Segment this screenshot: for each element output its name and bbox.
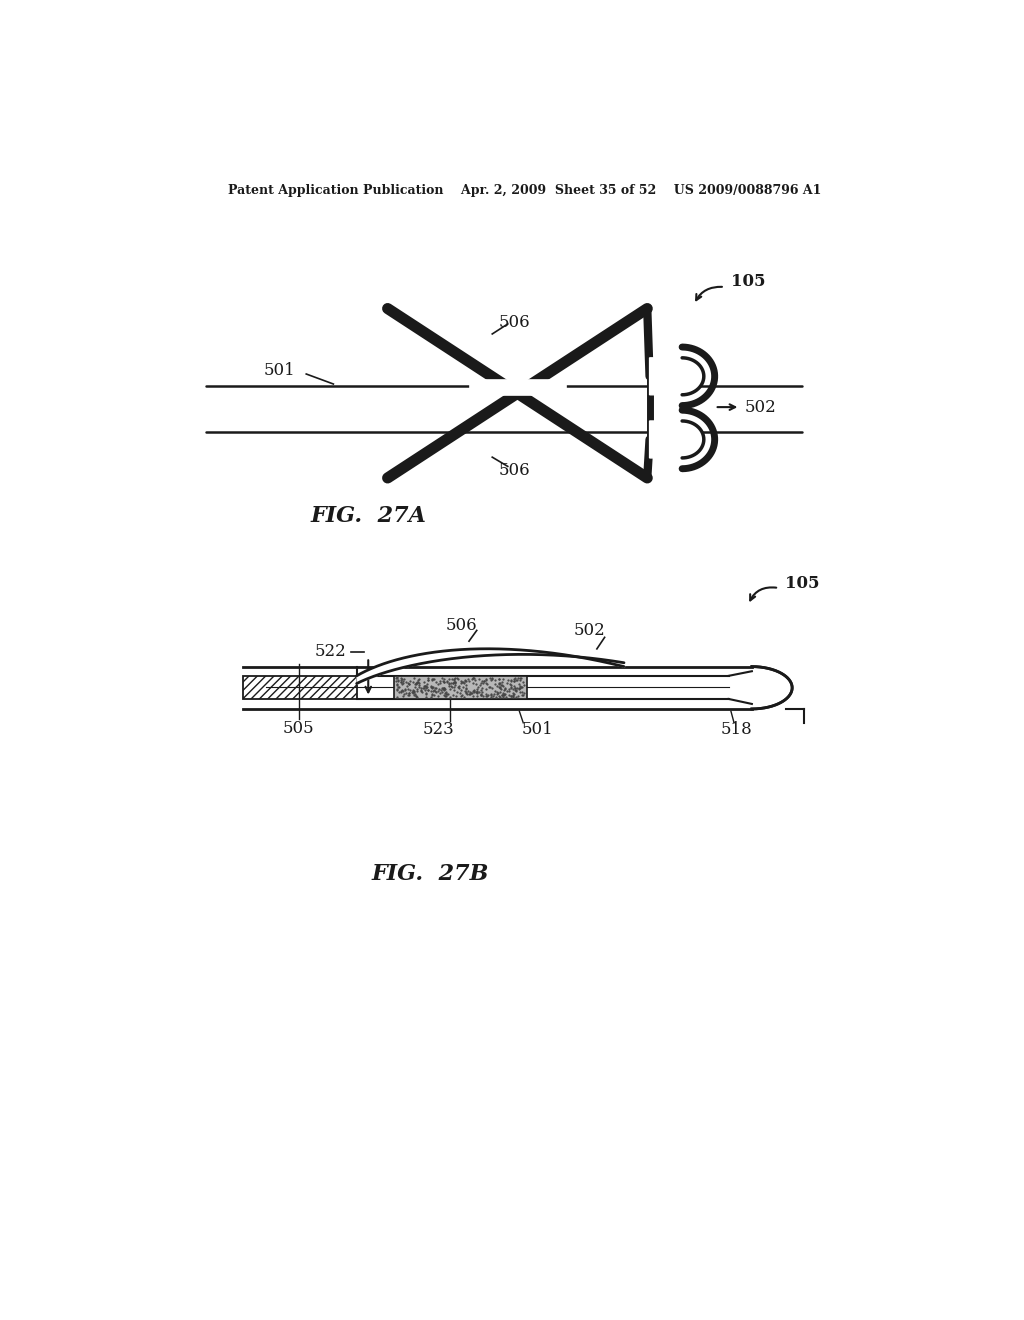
Polygon shape [649,358,703,395]
Text: 523: 523 [422,721,454,738]
Bar [394,676,527,700]
Bar [356,667,752,709]
Text: 522: 522 [314,643,346,660]
Text: 505: 505 [283,719,314,737]
Text: 105: 105 [731,273,766,290]
Text: 502: 502 [573,622,605,639]
Text: 105: 105 [785,576,819,591]
Polygon shape [649,421,703,458]
Text: 518: 518 [721,721,753,738]
Text: 501: 501 [521,721,553,738]
Text: Patent Application Publication    Apr. 2, 2009  Sheet 35 of 52    US 2009/008879: Patent Application Publication Apr. 2, 2… [228,185,821,197]
Text: 506: 506 [445,616,477,634]
Text: FIG.  27A: FIG. 27A [310,506,426,528]
Bar [356,676,752,700]
Text: 502: 502 [744,399,776,416]
Bar [243,676,356,700]
Text: 506: 506 [499,314,530,331]
Text: 501: 501 [263,362,295,379]
Text: 506: 506 [499,462,530,479]
Text: FIG.  27B: FIG. 27B [372,863,488,886]
Polygon shape [752,667,793,709]
